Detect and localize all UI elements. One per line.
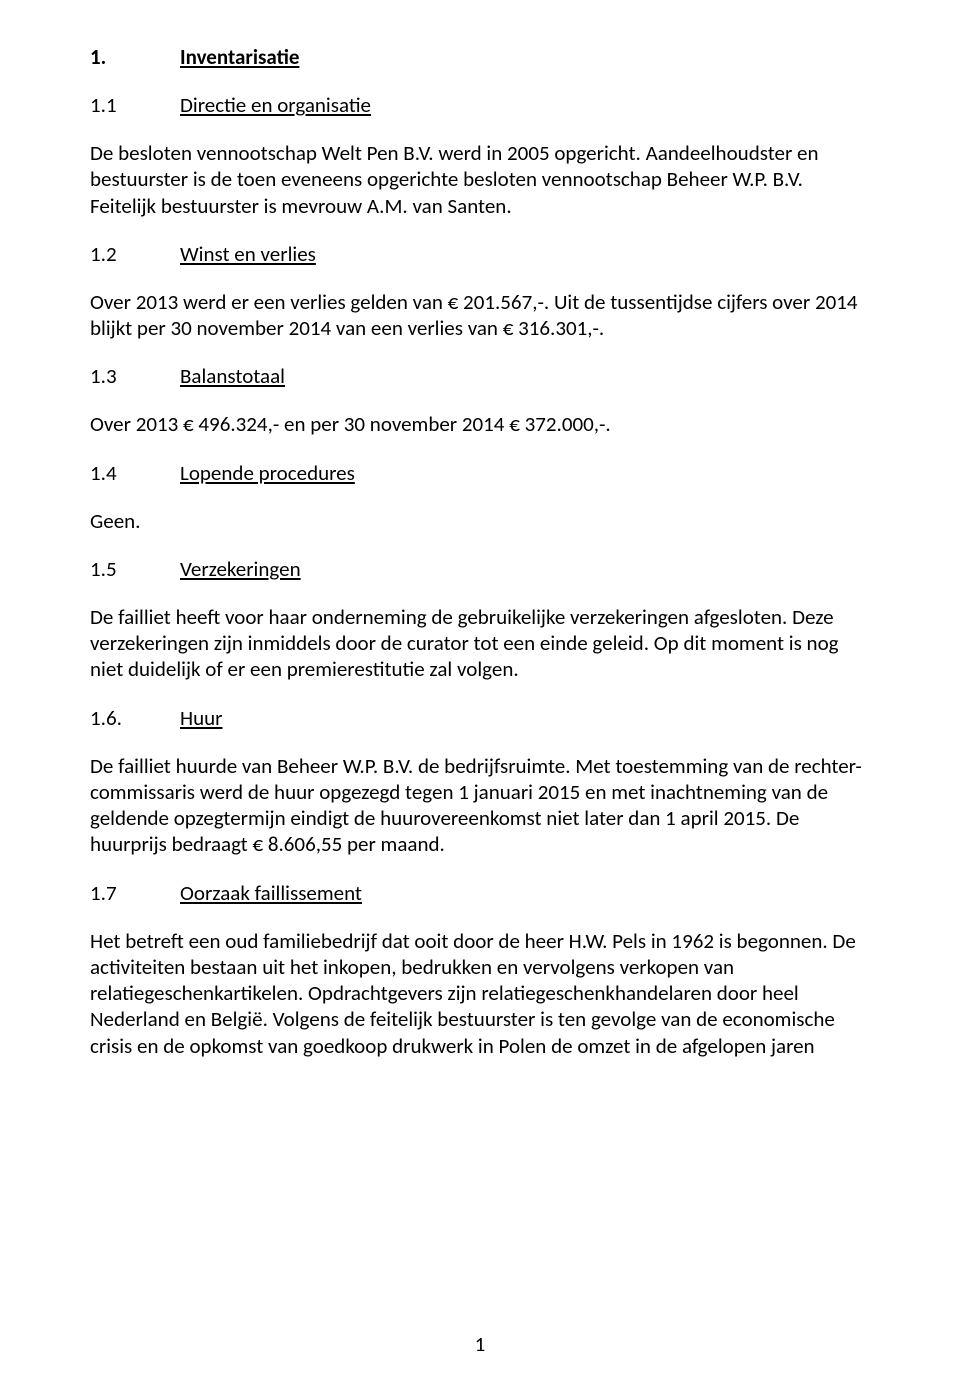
subsection-title: Winst en verlies (180, 241, 316, 267)
subsection-number: 1.2 (90, 241, 180, 267)
subsection-1-1-heading: 1.1 Directie en organisatie (90, 92, 870, 118)
page-number: 1 (0, 1331, 960, 1357)
subsection-1-7-heading: 1.7 Oorzaak faillissement (90, 880, 870, 906)
subsection-number: 1.7 (90, 880, 180, 906)
subsection-1-5-heading: 1.5 Verzekeringen (90, 556, 870, 582)
subsection-1-2-body: Over 2013 werd er een verlies gelden van… (90, 289, 870, 342)
subsection-number: 1.1 (90, 92, 180, 118)
subsection-number: 1.5 (90, 556, 180, 582)
subsection-title: Directie en organisatie (180, 92, 371, 118)
subsection-number: 1.3 (90, 363, 180, 389)
subsection-1-6-heading: 1.6. Huur (90, 705, 870, 731)
subsection-number: 1.4 (90, 460, 180, 486)
subsection-1-4-heading: 1.4 Lopende procedures (90, 460, 870, 486)
subsection-title: Huur (180, 705, 222, 731)
subsection-1-3-heading: 1.3 Balanstotaal (90, 363, 870, 389)
section-number: 1. (90, 44, 180, 70)
subsection-title: Verzekeringen (180, 556, 301, 582)
subsection-title: Oorzaak faillissement (180, 880, 362, 906)
section-title: Inventarisatie (180, 44, 299, 70)
subsection-title: Lopende procedures (180, 460, 355, 486)
subsection-1-7-body: Het betreft een oud familiebedrijf dat o… (90, 928, 870, 1059)
subsection-number: 1.6. (90, 705, 180, 731)
subsection-1-3-body: Over 2013 € 496.324,- en per 30 november… (90, 411, 870, 437)
subsection-title: Balanstotaal (180, 363, 285, 389)
subsection-1-1-body: De besloten vennootschap Welt Pen B.V. w… (90, 140, 870, 219)
subsection-1-5-body: De failliet heeft voor haar onderneming … (90, 604, 870, 683)
subsection-1-4-body: Geen. (90, 508, 870, 534)
section-1-heading: 1. Inventarisatie (90, 44, 870, 70)
subsection-1-2-heading: 1.2 Winst en verlies (90, 241, 870, 267)
subsection-1-6-body: De failliet huurde van Beheer W.P. B.V. … (90, 753, 870, 858)
